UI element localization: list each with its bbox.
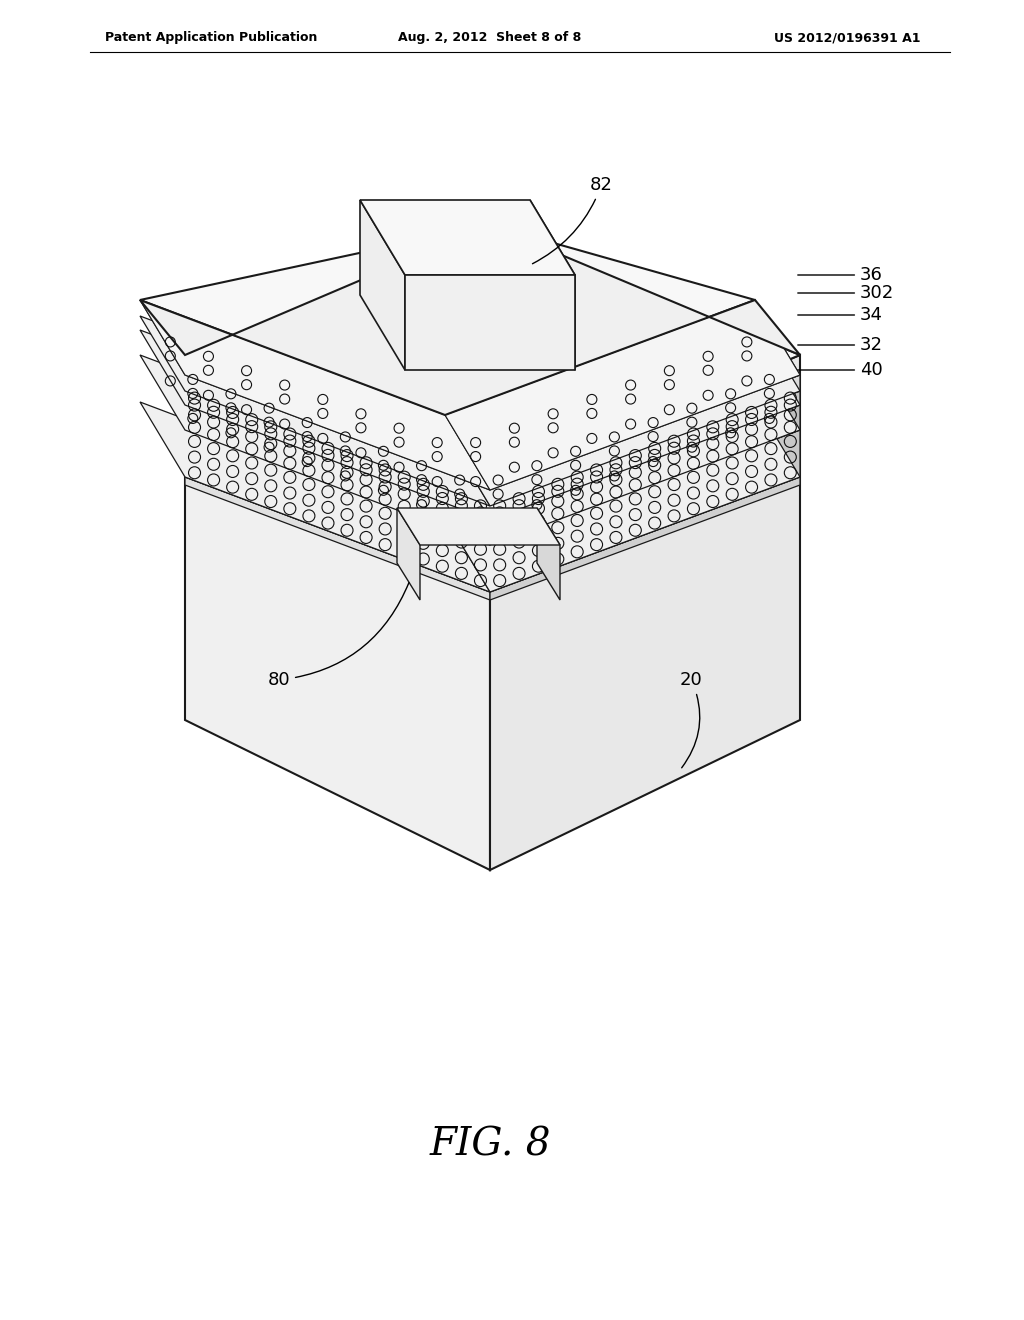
Text: 36: 36: [798, 267, 883, 284]
Polygon shape: [445, 330, 800, 520]
Polygon shape: [445, 315, 800, 506]
Polygon shape: [140, 330, 490, 520]
Text: 20: 20: [680, 671, 702, 768]
Polygon shape: [530, 201, 575, 370]
Polygon shape: [140, 300, 490, 490]
Polygon shape: [140, 315, 490, 506]
Text: 40: 40: [798, 360, 883, 379]
Polygon shape: [490, 430, 800, 591]
Polygon shape: [537, 508, 560, 601]
Polygon shape: [185, 391, 490, 520]
Text: 34: 34: [798, 306, 883, 323]
Polygon shape: [140, 403, 490, 591]
Text: FIG. 8: FIG. 8: [429, 1126, 551, 1163]
Polygon shape: [406, 275, 575, 370]
Polygon shape: [185, 477, 490, 601]
Polygon shape: [185, 405, 490, 545]
Polygon shape: [397, 508, 420, 601]
Polygon shape: [397, 508, 560, 545]
Polygon shape: [185, 430, 490, 591]
Text: US 2012/0196391 A1: US 2012/0196391 A1: [773, 32, 920, 45]
Polygon shape: [185, 224, 800, 484]
Polygon shape: [490, 375, 800, 506]
Polygon shape: [360, 201, 406, 370]
Text: 80: 80: [267, 582, 409, 689]
Polygon shape: [445, 300, 800, 490]
Polygon shape: [490, 391, 800, 520]
Polygon shape: [490, 477, 800, 601]
Text: 32: 32: [798, 337, 883, 354]
Polygon shape: [490, 355, 800, 870]
Text: Patent Application Publication: Patent Application Publication: [105, 32, 317, 45]
Polygon shape: [140, 224, 800, 414]
Polygon shape: [185, 355, 490, 870]
Polygon shape: [140, 355, 490, 545]
Polygon shape: [445, 403, 800, 591]
Polygon shape: [445, 300, 800, 490]
Polygon shape: [140, 224, 755, 414]
Polygon shape: [490, 405, 800, 545]
Polygon shape: [360, 201, 575, 275]
Text: Aug. 2, 2012  Sheet 8 of 8: Aug. 2, 2012 Sheet 8 of 8: [398, 32, 582, 45]
Polygon shape: [445, 355, 800, 545]
Polygon shape: [185, 375, 490, 506]
Text: 82: 82: [532, 176, 613, 264]
Polygon shape: [140, 300, 490, 490]
Text: 302: 302: [798, 284, 894, 302]
